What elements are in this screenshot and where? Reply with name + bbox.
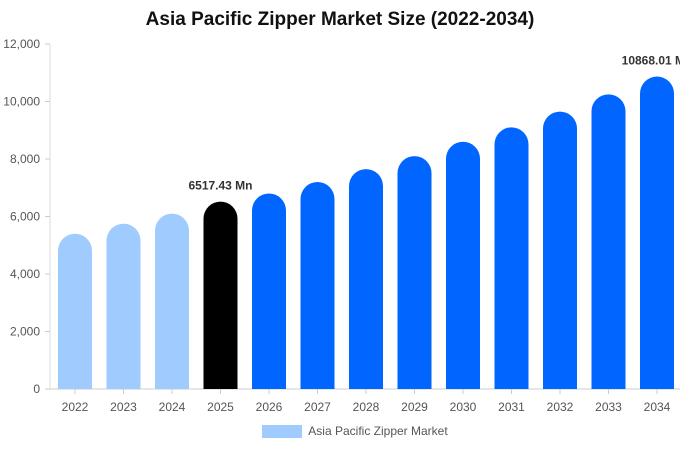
y-tick-label: 6,000	[10, 210, 40, 224]
x-tick-label: 2023	[110, 400, 137, 414]
bar-2032	[543, 111, 577, 389]
x-tick-label: 2034	[644, 400, 671, 414]
bar-2025	[203, 201, 238, 389]
bar-2028	[349, 169, 383, 389]
x-tick-label: 2032	[547, 400, 574, 414]
legend: Asia Pacific Zipper Market	[0, 424, 680, 438]
y-tick-label: 8,000	[10, 152, 40, 166]
data-label: 10868.01 Mn	[622, 54, 680, 68]
y-tick-label: 10,000	[3, 95, 40, 109]
bar-2034	[640, 76, 674, 390]
x-tick-label: 2026	[256, 400, 283, 414]
bar-2027	[300, 182, 335, 389]
x-tick-label: 2022	[62, 400, 89, 414]
bar-2023	[106, 223, 141, 389]
bar-2033	[591, 94, 626, 389]
legend-label[interactable]: Asia Pacific Zipper Market	[308, 424, 448, 438]
x-tick-label: 2031	[498, 400, 525, 414]
x-tick-label: 2024	[159, 400, 186, 414]
bar-2024	[155, 213, 189, 389]
x-tick-label: 2025	[207, 400, 234, 414]
bar-2022	[58, 233, 92, 389]
y-tick-label: 12,000	[3, 37, 40, 51]
x-tick-label: 2033	[595, 400, 622, 414]
x-tick-label: 2027	[304, 400, 331, 414]
x-tick-label: 2028	[353, 400, 380, 414]
x-tick-label: 2030	[450, 400, 477, 414]
data-label: 6517.43 Mn	[188, 179, 252, 193]
bar-2031	[494, 127, 529, 389]
y-tick-label: 0	[33, 382, 40, 396]
y-tick-label: 4,000	[10, 267, 40, 281]
y-tick-label: 2,000	[10, 325, 40, 339]
bar-2030	[446, 141, 480, 389]
chart-title: Asia Pacific Zipper Market Size (2022-20…	[145, 9, 535, 30]
bar-2026	[252, 193, 286, 389]
bar-2029	[397, 156, 432, 389]
legend-swatch[interactable]	[262, 424, 303, 438]
x-tick-label: 2029	[401, 400, 428, 414]
